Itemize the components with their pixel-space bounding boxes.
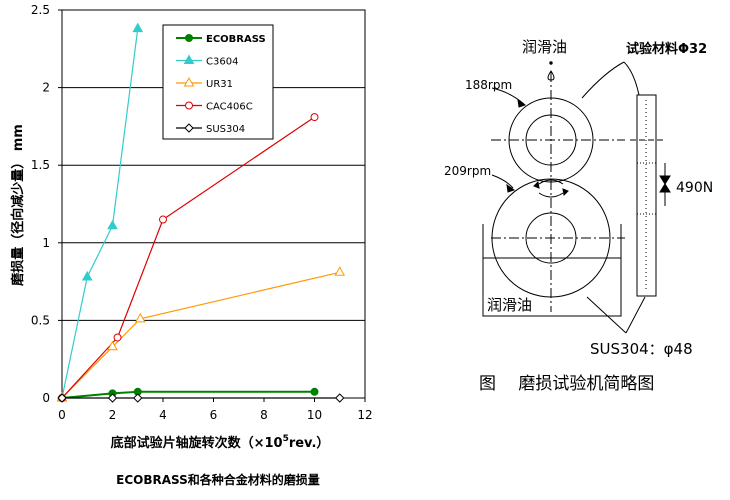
y-tick-label: 2.5 bbox=[31, 3, 50, 17]
lubricant-bath-label: 润滑油 bbox=[487, 296, 532, 314]
x-tick-label: 10 bbox=[307, 408, 322, 422]
data-point-cac406c bbox=[113, 333, 122, 342]
leader-test-material-right bbox=[623, 61, 640, 96]
data-point-ur31 bbox=[134, 312, 146, 323]
y-tick-labels: 0 0.5 1 1.5 2 2.5 bbox=[31, 3, 62, 405]
legend-label: UR31 bbox=[206, 79, 233, 90]
lubricant-top-label: 润滑油 bbox=[522, 38, 567, 56]
test-material-block bbox=[636, 94, 657, 297]
upper-ring-inner bbox=[525, 114, 577, 166]
legend-marker bbox=[183, 76, 195, 87]
series-line-ur31 bbox=[61, 271, 340, 399]
legend-marker bbox=[185, 34, 193, 42]
load-label: 490N bbox=[676, 180, 713, 196]
legend-items: ECOBRASS C3604 UR31 CAC406C SUS304 bbox=[176, 34, 266, 135]
data-point-sus304 bbox=[335, 393, 345, 403]
wear-tester-diagram bbox=[482, 61, 671, 334]
upper-ring-outer bbox=[508, 97, 594, 183]
lower-ring-inner bbox=[525, 212, 577, 264]
arrowhead-icon bbox=[506, 183, 516, 193]
data-point-c3604 bbox=[81, 270, 93, 281]
x-tick-label: 6 bbox=[210, 408, 218, 422]
sus304-label: SUS304：φ48 bbox=[590, 340, 693, 358]
y-axis-label: 磨损量（径向减少量） mm bbox=[10, 124, 26, 286]
y-tick-label: 1 bbox=[42, 236, 50, 250]
y-tick-label: 0 bbox=[42, 391, 50, 405]
arrowhead-icon bbox=[533, 180, 540, 189]
legend-marker bbox=[184, 123, 194, 133]
x-tick-labels: 0 2 4 6 8 10 12 bbox=[58, 398, 373, 422]
wear-chart: 0 2 4 6 8 10 12 0 0.5 1 1.5 2 2.5 ECOBRASS C3604 UR31… bbox=[10, 3, 373, 487]
diagram-caption: 图 磨损试验机简略图 bbox=[479, 374, 654, 394]
data-point-c3604 bbox=[132, 22, 144, 33]
leader-sus-lower bbox=[586, 296, 627, 334]
oil-bath bbox=[482, 224, 622, 317]
data-point-cac406c bbox=[310, 113, 319, 122]
legend-label: ECOBRASS bbox=[206, 34, 266, 45]
x-tick-label: 4 bbox=[159, 408, 167, 422]
legend-marker bbox=[183, 54, 195, 64]
lower-ring-outer bbox=[491, 178, 611, 298]
data-point-cac406c bbox=[159, 215, 167, 224]
data-point-sus304 bbox=[133, 393, 143, 403]
data-point-sus304 bbox=[57, 393, 67, 403]
data-point-ecobrass bbox=[310, 387, 319, 396]
series-lines bbox=[61, 28, 340, 399]
legend-box bbox=[162, 24, 274, 140]
arrow-down-icon bbox=[659, 175, 671, 185]
leader-test-material-left bbox=[581, 61, 625, 99]
data-point-ur31 bbox=[334, 266, 346, 276]
y-tick-label: 0.5 bbox=[31, 313, 50, 327]
x-tick-label: 2 bbox=[109, 408, 117, 422]
x-tick-label: 8 bbox=[260, 408, 268, 422]
rotation-arrow-bottom bbox=[538, 192, 564, 198]
legend: ECOBRASS C3604 UR31 CAC406C SUS304 bbox=[162, 24, 274, 140]
data-point-ur31 bbox=[107, 340, 118, 351]
rpm-top-label: 188rpm bbox=[465, 78, 512, 92]
leader-sus-block bbox=[625, 296, 646, 334]
arrow-up-icon bbox=[659, 183, 671, 193]
chart-caption: ECOBRASS和各种合金材料的磨损量 bbox=[116, 472, 320, 487]
arrowhead-icon bbox=[562, 188, 569, 197]
oil-dot bbox=[549, 61, 553, 65]
series-line-c3604 bbox=[61, 28, 139, 399]
rotation-arrow-top bbox=[538, 179, 564, 185]
test-material-label: 试验材料Φ32 bbox=[626, 41, 707, 57]
leader-209rpm bbox=[491, 174, 514, 189]
series-markers bbox=[56, 22, 346, 403]
data-point-c3604 bbox=[107, 219, 118, 230]
legend-label: C3604 bbox=[206, 57, 238, 68]
arrowhead-icon bbox=[517, 98, 527, 108]
x-axis-label: 底部试验片轴旋转次数（×105rev.） bbox=[111, 434, 330, 451]
legend-label: CAC406C bbox=[206, 102, 253, 113]
data-point-sus304 bbox=[107, 393, 118, 403]
series-line-ecobrass bbox=[61, 390, 315, 399]
rpm-bottom-label: 209rpm bbox=[444, 164, 491, 178]
oil-drop-icon bbox=[547, 70, 555, 81]
y-tick-label: 1.5 bbox=[31, 158, 50, 172]
diagram-labels: 润滑油 试验材料Φ32 188rpm 209rpm 490N 润滑油 SUS30… bbox=[444, 38, 713, 394]
x-tick-label: 0 bbox=[58, 408, 66, 422]
x-tick-label: 12 bbox=[357, 408, 372, 422]
legend-marker bbox=[185, 101, 193, 110]
y-tick-label: 2 bbox=[42, 81, 50, 95]
legend-label: SUS304 bbox=[206, 124, 245, 135]
series-line-cac406c bbox=[61, 116, 315, 399]
